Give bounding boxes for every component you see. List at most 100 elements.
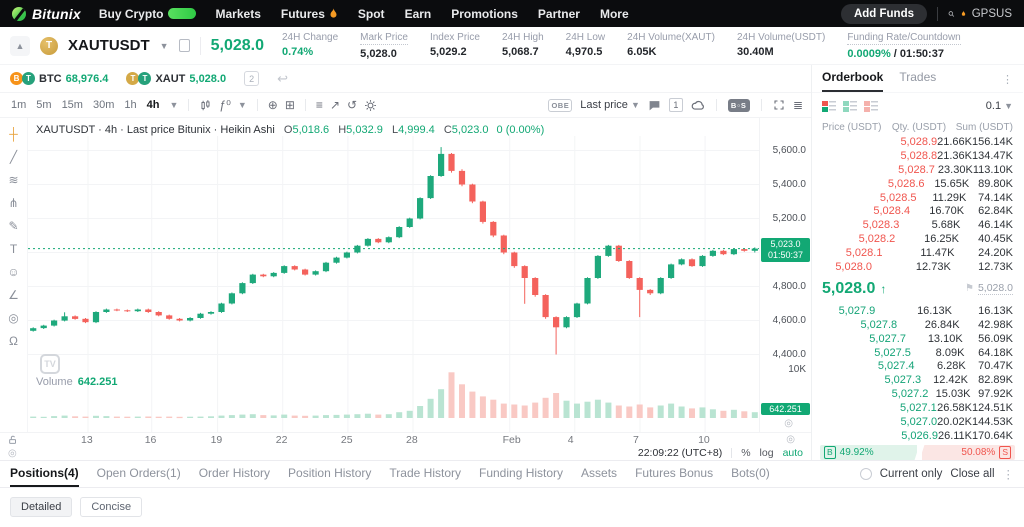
price-axis[interactable]: 5,600.0 5,400.0 5,200.0 4,800.0 4,600.0 4,400… xyxy=(759,118,811,432)
indicators-chevron-icon[interactable]: ▼ xyxy=(237,100,247,110)
symbol-dropdown-chevron-icon[interactable]: ▼ xyxy=(159,40,169,51)
measure-tool-icon[interactable]: ∠ xyxy=(8,288,19,302)
tab-funding-history[interactable]: Funding History xyxy=(479,466,564,480)
bid-row[interactable]: 5,027.2 15.03K 97.92K xyxy=(812,387,1023,401)
tradingview-logo[interactable]: TV xyxy=(40,354,60,374)
settings-gear-icon[interactable] xyxy=(364,99,377,112)
timeframe-more-chevron-icon[interactable]: ▼ xyxy=(169,100,179,110)
bitunix-logo[interactable]: Bitunix xyxy=(12,6,81,22)
view-concise-button[interactable]: Concise xyxy=(80,497,143,517)
nav-item-spot[interactable]: Spot xyxy=(358,7,385,21)
bid-row[interactable]: 5,027.0 20.02K 144.53K xyxy=(812,415,1023,429)
nav-item-more[interactable]: More xyxy=(600,7,629,21)
panel-settings-icon[interactable]: ≣ xyxy=(792,98,803,112)
interval-badge[interactable]: 1 xyxy=(668,98,683,112)
chat-icon[interactable] xyxy=(648,99,661,112)
time-axis[interactable]: ◎ 13 16 19 22 25 28 Feb 4 7 10 xyxy=(0,432,811,446)
undo-icon[interactable]: ↩ xyxy=(277,70,288,86)
chart-canvas[interactable]: XAUTUSDT · 4h · Last price Bitunix · Hei… xyxy=(28,118,760,432)
bid-row[interactable]: 5,027.5 8.09K 64.18K xyxy=(812,346,1023,360)
watch-chip-btc[interactable]: B T BTC 68,976.4 xyxy=(10,72,108,85)
candle-style-icon[interactable] xyxy=(199,99,212,112)
bid-row[interactable]: 5,026.9 26.11K 170.64K xyxy=(812,429,1023,443)
list-icon[interactable]: ≡ xyxy=(315,98,323,112)
timeframe-15m[interactable]: 15m xyxy=(61,99,83,111)
pitchfork-tool-icon[interactable]: ⋔ xyxy=(8,196,19,210)
timeframe-5m[interactable]: 5m xyxy=(36,99,52,111)
ask-row[interactable]: 5,028.1 11.47K 24.20K xyxy=(812,246,1023,260)
orderbook-layout-asks-icon[interactable] xyxy=(864,100,878,112)
tab-bots-0-[interactable]: Bots(0) xyxy=(731,466,770,480)
nav-item-earn[interactable]: Earn xyxy=(405,7,432,21)
orderbook-more-icon[interactable]: ⋮ xyxy=(1002,74,1013,86)
tab-positions-4-[interactable]: Positions(4) xyxy=(10,461,79,487)
replay-icon[interactable]: ↺ xyxy=(347,98,358,112)
timeframe-4h[interactable]: 4h xyxy=(146,99,160,111)
bid-row[interactable]: 5,027.3 12.42K 82.89K xyxy=(812,373,1023,387)
contract-details-icon[interactable] xyxy=(178,39,190,52)
fullscreen-icon[interactable] xyxy=(773,99,785,111)
timeframe-1h[interactable]: 1h xyxy=(124,99,137,111)
buy-sell-buttons-badge[interactable]: B▫S xyxy=(727,98,750,112)
export-icon[interactable]: ↗ xyxy=(329,98,340,112)
indicators-icon[interactable]: ƒ⁰ xyxy=(219,98,231,112)
orderbook-overlay-badge[interactable]: OBE xyxy=(548,98,573,112)
layout-count-icon[interactable]: 2 xyxy=(244,71,260,86)
scroll-to-realtime-icon[interactable]: ◎ xyxy=(786,434,795,445)
ask-row[interactable]: 5,028.6 15.65K 89.80K xyxy=(812,177,1023,191)
tab-assets[interactable]: Assets xyxy=(581,466,618,480)
view-detailed-button[interactable]: Detailed xyxy=(10,497,73,517)
ask-row[interactable]: 5,028.5 11.29K 74.14K xyxy=(812,191,1023,205)
scale-auto-button[interactable]: auto xyxy=(782,447,803,459)
brush-tool-icon[interactable]: ✎ xyxy=(8,219,19,233)
nav-item-futures[interactable]: Futures xyxy=(281,7,338,21)
tab-futures-bonus[interactable]: Futures Bonus xyxy=(635,466,714,480)
ask-row[interactable]: 5,028.8 21.36K 134.47K xyxy=(812,149,1023,163)
close-all-button[interactable]: Close all xyxy=(950,468,995,480)
timeframe-1m[interactable]: 1m xyxy=(11,99,27,111)
bid-row[interactable]: 5,027.4 6.28K 70.47K xyxy=(812,359,1023,373)
ask-row[interactable]: 5,028.3 5.68K 46.14K xyxy=(812,218,1023,232)
magnet-tool-icon[interactable]: Ω xyxy=(9,334,18,348)
tab-orderbook[interactable]: Orderbook xyxy=(822,70,884,92)
bid-row[interactable]: 5,027.1 26.58K 124.51K xyxy=(812,401,1023,415)
cursor-tool-icon[interactable]: ┼ xyxy=(9,127,18,141)
crosshair-settings-icon[interactable]: ◎ xyxy=(8,447,17,459)
current-only-radio[interactable] xyxy=(859,468,872,480)
bid-row[interactable]: 5,027.8 26.84K 42.98K xyxy=(812,318,1023,332)
collapse-chevron-button[interactable]: ▲ xyxy=(10,35,30,56)
add-funds-button[interactable]: Add Funds xyxy=(840,3,927,24)
cloud-icon[interactable] xyxy=(691,99,705,111)
tab-open-orders-1-[interactable]: Open Orders(1) xyxy=(96,466,181,480)
ask-row[interactable]: 5,028.4 16.70K 62.84K xyxy=(812,204,1023,218)
trendline-tool-icon[interactable]: ╱ xyxy=(9,150,18,164)
ask-row[interactable]: 5,028.7 23.30K 113.10K xyxy=(812,163,1023,177)
emoji-tool-icon[interactable]: ☺ xyxy=(7,265,20,279)
precision-select[interactable]: 0.1 ▼ xyxy=(985,100,1013,112)
ask-row[interactable]: 5,028.0 12.73K 12.73K xyxy=(812,260,1023,274)
bottom-more-icon[interactable]: ⋮ xyxy=(1002,469,1015,481)
orderbook-layout-bids-icon[interactable] xyxy=(843,100,857,112)
zoom-tool-icon[interactable]: ◎ xyxy=(8,311,19,325)
candlestick-chart[interactable] xyxy=(28,118,760,432)
nav-item-markets[interactable]: Markets xyxy=(216,7,261,21)
axis-unlock-icon[interactable] xyxy=(8,435,18,445)
bid-row[interactable]: 5,027.7 13.10K 56.09K xyxy=(812,332,1023,346)
text-tool-icon[interactable]: T xyxy=(9,242,18,256)
price-source-select[interactable]: Last price ▼ xyxy=(580,99,640,111)
search-box[interactable]: GPSUS xyxy=(948,8,1012,20)
axis-target-icon[interactable]: ◎ xyxy=(784,418,793,429)
timeframe-30m[interactable]: 30m xyxy=(92,99,115,111)
scale-log-button[interactable]: log xyxy=(759,447,774,459)
mid-price[interactable]: 5,028.0 xyxy=(822,279,876,297)
compare-icon[interactable]: ⊕ xyxy=(267,98,278,112)
watch-chip-xaut[interactable]: T T XAUT 5,028.0 xyxy=(126,72,226,85)
fib-tool-icon[interactable]: ≋ xyxy=(8,173,19,187)
tab-trades[interactable]: Trades xyxy=(899,70,937,84)
tab-position-history[interactable]: Position History xyxy=(288,466,372,480)
ask-row[interactable]: 5,028.2 16.25K 40.45K xyxy=(812,232,1023,246)
ask-row[interactable]: 5,028.9 21.66K 156.14K xyxy=(812,135,1023,149)
layout-grid-icon[interactable]: ⊞ xyxy=(284,98,295,112)
nav-item-buy-crypto[interactable]: Buy Crypto xyxy=(99,7,196,21)
tab-trade-history[interactable]: Trade History xyxy=(389,466,461,480)
